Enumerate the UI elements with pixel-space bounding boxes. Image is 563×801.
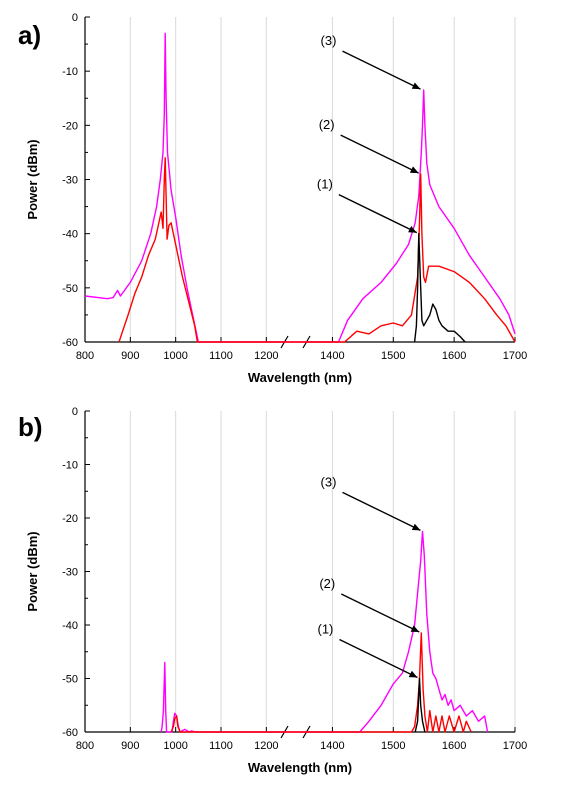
series-line-1 <box>84 32 516 343</box>
y-tick-label: 0 <box>72 12 78 24</box>
x-tick-label: 1700 <box>503 350 527 362</box>
x-tick-label: 1500 <box>381 350 405 362</box>
x-tick-label: 1500 <box>381 740 405 752</box>
x-tick-label: 1000 <box>163 740 187 752</box>
x-tick-label: 1200 <box>254 350 278 362</box>
annotation-label: (1) <box>318 622 334 637</box>
annotation-arrowhead <box>411 523 421 531</box>
annotation-arrowhead <box>411 82 421 90</box>
y-tick-label: -40 <box>62 229 78 241</box>
x-tick-label: 800 <box>76 350 94 362</box>
x-tick-label: 1100 <box>209 350 233 362</box>
annotation-arrow <box>340 134 419 174</box>
y-tick-label: -20 <box>62 513 78 525</box>
annotation-arrow <box>342 491 421 532</box>
x-tick-label: 900 <box>121 350 139 362</box>
x-tick-label: 1000 <box>163 350 187 362</box>
annotation-label: (2) <box>319 576 335 591</box>
y-tick-label: -50 <box>62 674 78 686</box>
x-tick-label: 1200 <box>254 740 278 752</box>
annotation-arrowhead <box>409 166 419 174</box>
y-tick-label: -60 <box>62 337 78 349</box>
y-tick-label: 0 <box>72 406 78 418</box>
y-tick-label: -30 <box>62 175 78 187</box>
x-tick-label: 1700 <box>503 740 527 752</box>
panel-label: a) <box>18 20 41 50</box>
annotation-arrow <box>339 638 418 679</box>
x-tick-label: 1100 <box>209 740 233 752</box>
annotation-arrow <box>340 593 420 633</box>
annotation-arrow <box>342 50 421 90</box>
x-tick-label: 1400 <box>320 350 344 362</box>
annotation-arrowhead <box>408 670 418 678</box>
y-tick-label: -10 <box>62 66 78 78</box>
series-line-3 <box>413 232 466 343</box>
annotation-arrowhead <box>410 625 420 632</box>
series-line-3 <box>414 677 426 733</box>
y-tick-label: -10 <box>62 460 78 472</box>
annotation-arrow <box>338 194 418 234</box>
x-tick-label: 800 <box>76 740 94 752</box>
x-tick-label: 1600 <box>442 350 466 362</box>
y-tick-label: -20 <box>62 120 78 132</box>
annotation-arrowhead <box>408 226 417 233</box>
y-tick-label: -40 <box>62 620 78 632</box>
x-tick-label: 900 <box>121 740 139 752</box>
x-axis-title: Wavelength (nm) <box>248 760 352 775</box>
annotation-label: (2) <box>319 117 335 132</box>
y-tick-label: -60 <box>62 727 78 739</box>
annotation-label: (1) <box>317 177 333 192</box>
y-tick-label: -30 <box>62 567 78 579</box>
x-tick-label: 1400 <box>320 740 344 752</box>
series-line-2 <box>170 632 472 733</box>
annotation-label: (3) <box>321 474 337 489</box>
x-tick-label: 1600 <box>442 740 466 752</box>
y-axis-title: Power (dBm) <box>25 139 40 219</box>
y-axis-title: Power (dBm) <box>25 531 40 611</box>
annotation-label: (3) <box>321 33 337 48</box>
y-tick-label: -50 <box>62 283 78 295</box>
series-line-2 <box>118 157 516 343</box>
panel-label: b) <box>18 412 43 442</box>
x-axis-title: Wavelength (nm) <box>248 370 352 385</box>
series-line-1 <box>160 530 489 733</box>
